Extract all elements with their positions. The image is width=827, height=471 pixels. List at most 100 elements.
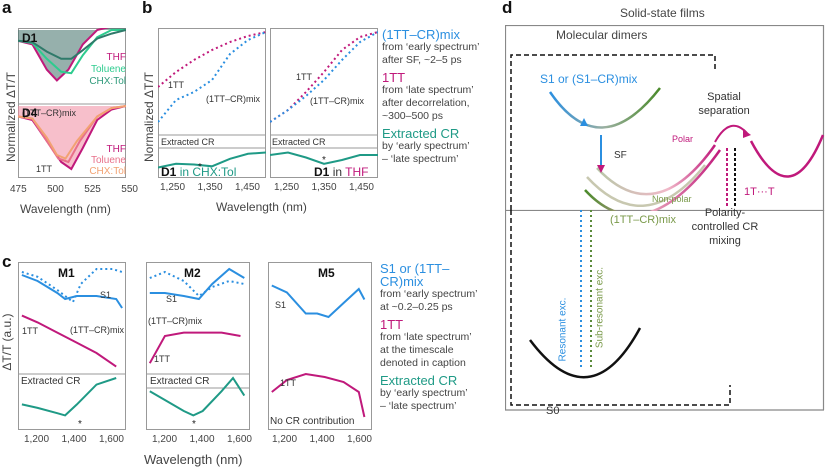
legend-desc: ~300–500 ps — [382, 110, 444, 122]
panel-a-D1-annotation: (1TT–CR)mix — [22, 108, 76, 118]
panel-c-xlabel: Wavelength (nm) — [144, 452, 243, 467]
outer-box — [505, 25, 825, 211]
series-1tt — [271, 372, 366, 418]
series-fill — [18, 28, 126, 81]
s1-label: S1 — [100, 290, 112, 300]
xtick: 1,250 — [274, 182, 300, 193]
annot-mix: (1TT–CR)mix — [310, 96, 364, 106]
series-chx-tol — [18, 29, 126, 60]
panel-a-D4-plot — [18, 105, 126, 171]
annot-tt: 1TT — [168, 80, 185, 90]
svg-text:*: * — [78, 419, 82, 430]
panel-b-xlabel: Wavelength (nm) — [216, 200, 307, 214]
s1-label: S1 — [275, 300, 287, 310]
legend-desc: at ~0.2–0.25 ps — [380, 301, 453, 313]
legend-title: (1TT–CR)mix — [382, 27, 460, 42]
xtick: 1,200 — [272, 434, 298, 445]
legend-desc: after SF, ~2–5 ps — [382, 54, 462, 66]
panel-c-M1-chart: * — [18, 262, 126, 430]
tt-label: 1TT — [154, 354, 171, 364]
cr-star: * — [198, 162, 202, 173]
panel-c-M5-chart — [268, 262, 372, 430]
tt-curve-nonpolar — [584, 149, 722, 211]
xtick: 1,450 — [348, 182, 374, 193]
outer-title: Solid-state films — [620, 6, 705, 20]
panel-c-ylabel: ΔT/T (a.u.) — [0, 313, 14, 371]
panel-b-label: b — [142, 0, 153, 17]
spatial-label: Spatial — [707, 91, 741, 103]
legend-chxtol: CHX:Tol — [89, 76, 126, 87]
series-1tt — [158, 31, 266, 88]
tt-sep-label: 1T···T — [744, 186, 775, 198]
panel-d-label: d — [502, 0, 513, 17]
panel-b-left-chart: * — [158, 28, 266, 178]
inner-box — [510, 54, 716, 210]
series-1tt — [270, 31, 378, 123]
series--1tt-cr-mix — [158, 31, 266, 123]
subresonant-label: Sub-resonant exc. — [594, 266, 606, 349]
M2-title: M2 — [184, 266, 201, 280]
solvent-label: THF — [345, 165, 369, 179]
legend-chxtol-d4: CHX:Tol — [89, 166, 126, 177]
panel-a-D1-plot — [18, 28, 126, 82]
panel-b-ylabel: Normalized ΔT/T — [142, 71, 156, 163]
tt-label: 1TT — [22, 326, 39, 336]
legend-desc: by ‘early spectrum’ — [380, 387, 468, 399]
spatial-label: separation — [698, 105, 750, 117]
legend-desc: from ‘early spectrum’ — [380, 288, 478, 300]
series-1tt — [148, 331, 241, 364]
series-extracted-cr — [21, 377, 117, 417]
series-s1 — [149, 270, 245, 298]
series--1tt-cr-mix — [149, 267, 245, 301]
legend-title: Extracted CR — [382, 126, 460, 141]
s1-curve — [548, 87, 661, 129]
spatial-arrow — [714, 124, 748, 143]
panel-a-ylabel: Normalized ΔT/T — [4, 71, 18, 163]
cr-label: Extracted CR — [21, 376, 81, 387]
t-t-curve — [749, 134, 825, 178]
xtick: 1,350 — [197, 182, 223, 193]
series-fill — [18, 106, 126, 169]
xtick: 1,200 — [152, 434, 178, 445]
s0-curve — [529, 327, 642, 379]
M1-title: M1 — [58, 266, 75, 280]
s0-label: S0 — [546, 405, 560, 417]
series-extracted-cr — [270, 151, 378, 165]
annot-mix: (1TT–CR)mix — [206, 94, 260, 104]
panel-a-chart — [18, 28, 126, 178]
cr-star: * — [322, 155, 326, 166]
tt-curve-polar — [596, 144, 717, 196]
xtick: 1,600 — [346, 434, 372, 445]
xtick: 1,400 — [61, 434, 87, 445]
xtick: 1,600 — [226, 434, 252, 445]
legend-thf: THF — [106, 52, 126, 63]
legend-desc: at the timescale — [380, 344, 454, 356]
sf-label: SF — [614, 150, 627, 161]
tt-curve-mid — [586, 164, 706, 208]
s1-label: S1 — [166, 294, 178, 304]
series--1tt-cr-mix — [21, 274, 123, 309]
legend-desc: – ‘late spectrum’ — [382, 153, 459, 165]
series-chx-tol — [18, 105, 126, 160]
polarity-label: controlled CR — [691, 221, 759, 233]
legend-thf-d4: THF — [106, 144, 126, 155]
xtick: 1,450 — [234, 182, 260, 193]
mix-label: (1TT–CR)mix — [610, 214, 676, 226]
series-thf — [18, 28, 110, 82]
panel-c-M2-chart: * — [146, 262, 250, 430]
legend-title: 1TT — [382, 70, 406, 85]
cr-label: Extracted CR — [161, 137, 215, 147]
legend-toluene: Toluene — [90, 64, 126, 75]
cr-label: Extracted CR — [272, 137, 326, 147]
nonpolar-label: Non-polar — [652, 194, 692, 204]
legend-title: S1 or (1TT–CR)mix — [380, 261, 450, 289]
panel-a-frame — [18, 28, 126, 178]
xtick: 525 — [84, 184, 101, 195]
panel-c-legend: S1 or (1TT–CR)mix from ‘early spectrum’ … — [380, 262, 492, 413]
xtick: 1,250 — [160, 182, 186, 193]
polar-label: Polar — [672, 134, 694, 144]
panel-d-diagram — [505, 25, 825, 211]
legend-toluene-d4: Toluene — [90, 155, 126, 166]
tt-label: 1TT — [280, 378, 297, 388]
mix-label: (1TT–CR)mix — [148, 316, 202, 326]
